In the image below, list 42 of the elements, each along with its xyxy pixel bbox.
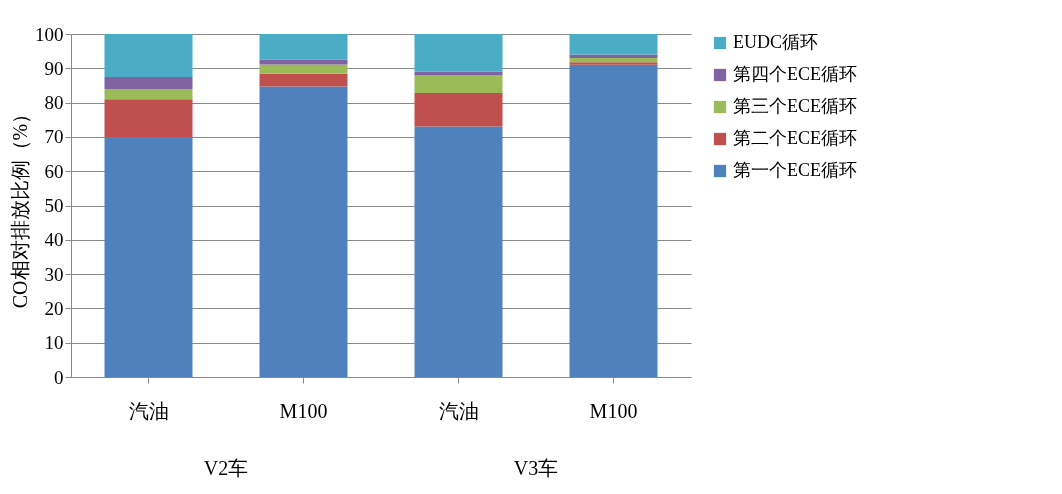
bar bbox=[414, 93, 503, 127]
bar bbox=[414, 34, 503, 72]
bar bbox=[414, 71, 503, 76]
bar bbox=[569, 62, 658, 65]
y-tick-label: 10 bbox=[44, 332, 64, 354]
y-tick-label: 90 bbox=[44, 57, 64, 79]
x-tick-label: 汽油 bbox=[438, 399, 479, 422]
y-tick-label: 70 bbox=[44, 126, 64, 148]
y-tick-label: 50 bbox=[44, 195, 64, 216]
bar bbox=[569, 34, 658, 55]
legend-label: 第一个ECE循环 bbox=[733, 160, 857, 180]
x-tick-label: M100 bbox=[279, 399, 328, 422]
y-tick-label: 20 bbox=[44, 297, 64, 319]
bar bbox=[414, 75, 503, 93]
bar bbox=[259, 59, 348, 65]
bar bbox=[259, 73, 348, 87]
bar bbox=[259, 34, 348, 60]
bar bbox=[259, 64, 348, 74]
y-tick-label: 30 bbox=[44, 263, 64, 285]
y-tick-label: 40 bbox=[44, 229, 64, 251]
bar bbox=[104, 76, 193, 89]
bar bbox=[104, 136, 193, 377]
legend-label: 第四个ECE循环 bbox=[733, 64, 857, 84]
text: V3车 bbox=[513, 457, 559, 479]
bar bbox=[104, 99, 193, 137]
text: V2车 bbox=[203, 457, 249, 479]
x-tick-label: M100 bbox=[589, 399, 638, 422]
bar bbox=[104, 34, 193, 77]
y-tick-label: 80 bbox=[44, 92, 64, 114]
bar bbox=[569, 64, 658, 377]
x-tick-label: 汽油 bbox=[128, 399, 169, 422]
bar bbox=[259, 86, 348, 377]
legend-label: 第二个ECE循环 bbox=[733, 128, 857, 148]
bar bbox=[104, 88, 193, 100]
legend-label: EUDC循环 bbox=[733, 32, 818, 52]
bar bbox=[569, 58, 658, 63]
bar bbox=[414, 126, 503, 377]
y-tick-label: 60 bbox=[44, 160, 64, 182]
y-tick-label: 100 bbox=[35, 23, 64, 45]
y-axis-title: CO相对排放比例（%） bbox=[9, 103, 31, 309]
legend-label: 第三个ECE循环 bbox=[733, 96, 857, 116]
y-tick-label: 0 bbox=[54, 366, 64, 388]
